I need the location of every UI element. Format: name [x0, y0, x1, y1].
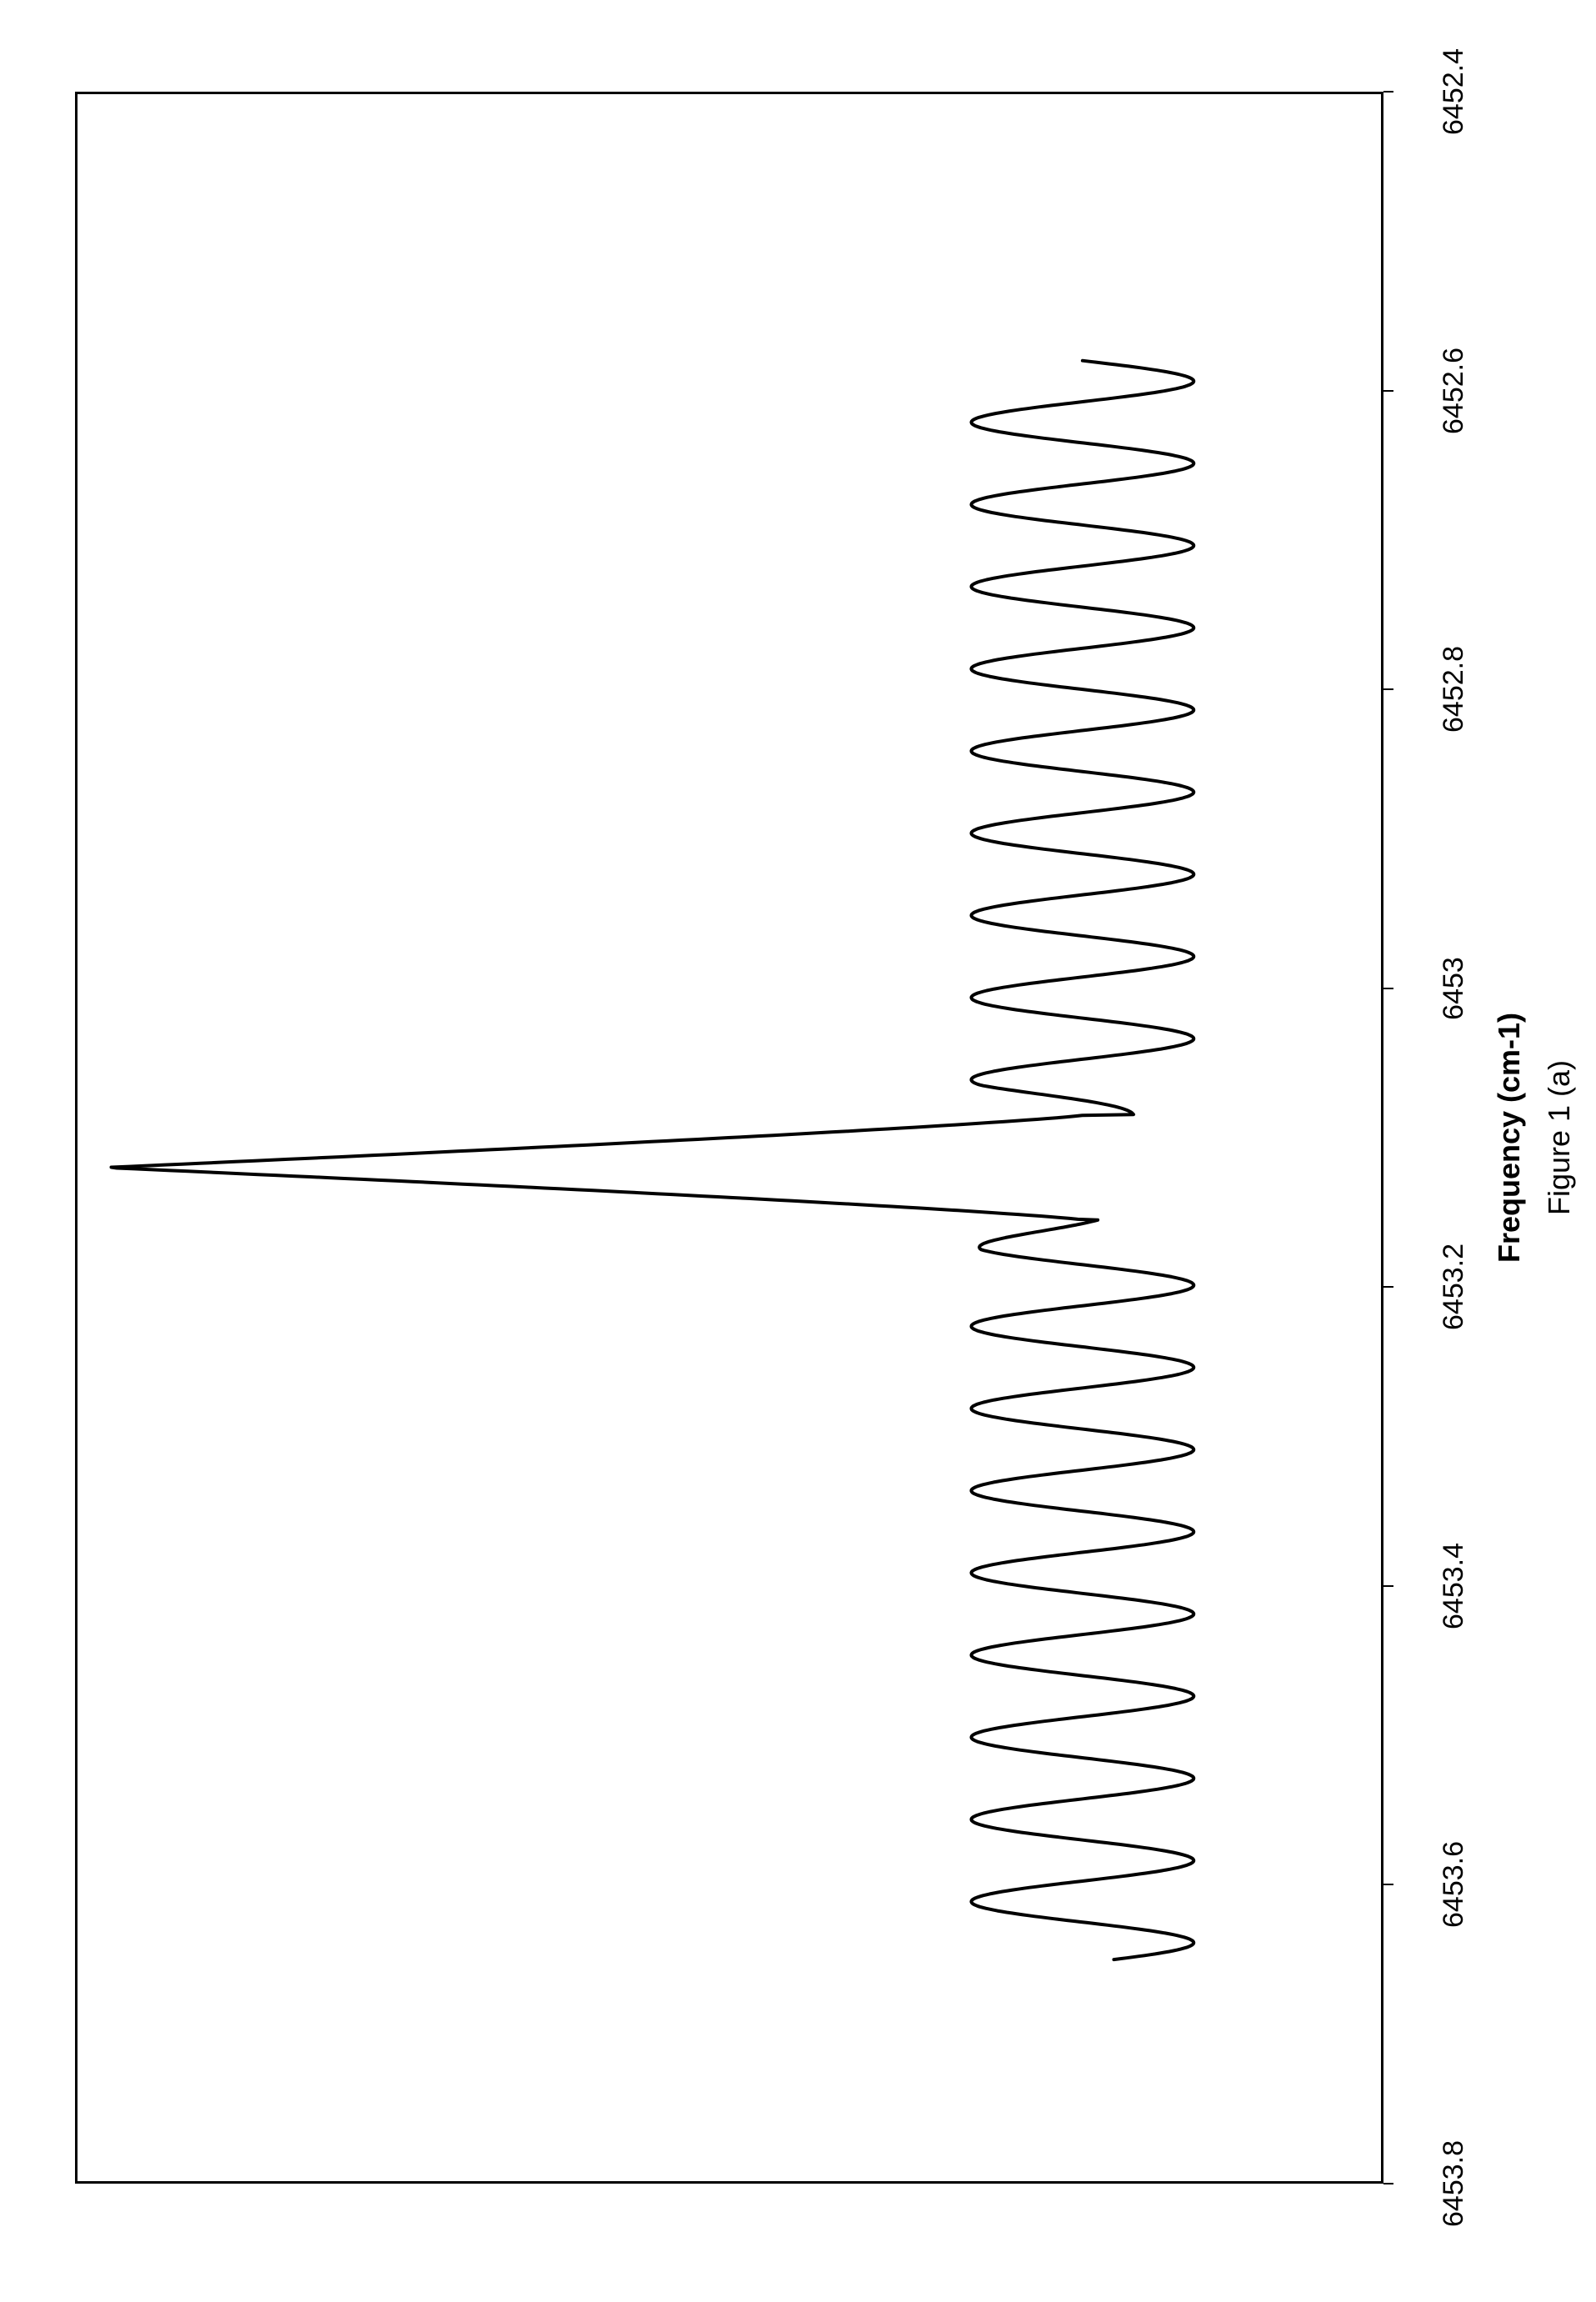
x-tick-label: 6452.4 — [1438, 48, 1470, 135]
x-tick-label: 6453 — [1438, 957, 1470, 1020]
page: 6452.4 6452.6 6452.8 6453 6453.2 6453.4 6453.6… — [0, 0, 1596, 2302]
x-axis-title: Frequency (cm-1) — [1492, 1013, 1527, 1263]
x-tick-mark — [1383, 688, 1393, 690]
x-tick-label: 6453.4 — [1438, 1543, 1470, 1629]
x-tick-mark — [1383, 1286, 1393, 1288]
x-axis-title-text: Frequency (cm-1) — [1492, 1013, 1527, 1263]
x-tick-label: 6453.6 — [1438, 1841, 1470, 1928]
figure-caption: Figure 1 (a) — [1542, 1060, 1577, 1215]
x-tick-label: 6453.8 — [1438, 2140, 1470, 2227]
x-tick-mark — [1383, 1884, 1393, 1885]
x-tick-mark — [1383, 2183, 1393, 2184]
spectrum-path — [112, 361, 1194, 1959]
spectrum-line — [0, 0, 1596, 2302]
x-tick-label: 6452.8 — [1438, 646, 1470, 733]
x-tick-label: 6452.6 — [1438, 348, 1470, 434]
x-tick-mark — [1383, 390, 1393, 392]
x-tick-mark — [1383, 1585, 1393, 1587]
x-tick-mark — [1383, 91, 1393, 93]
x-tick-label: 6453.2 — [1438, 1244, 1470, 1330]
figure-caption-text: Figure 1 (a) — [1542, 1060, 1577, 1215]
x-tick-mark — [1383, 988, 1393, 989]
